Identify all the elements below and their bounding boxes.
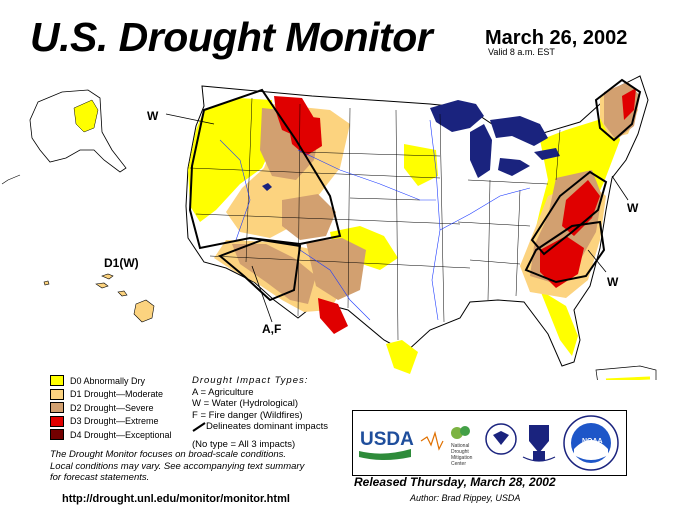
legend-label: D1 Drought—Moderate: [70, 389, 164, 400]
contiguous-us: [165, 75, 649, 374]
usda-logo: USDA: [359, 429, 414, 460]
impact-agriculture: A = Agriculture: [192, 386, 254, 398]
map-note: The Drought Monitor focuses on broad-sca…: [50, 449, 304, 484]
impact-label-se: W: [607, 275, 619, 289]
boundary-line-icon: [192, 421, 206, 432]
legend-item: D3 Drought—Extreme: [50, 415, 172, 429]
legend: D0 Abnormally Dry D1 Drought—Moderate D2 D…: [50, 374, 172, 442]
svg-text:Drought: Drought: [451, 449, 469, 455]
legend-swatch: [50, 429, 64, 441]
impact-fire: F = Fire danger (Wildfires): [192, 409, 303, 421]
legend-swatch: [50, 388, 64, 400]
svg-text:USDA: USDA: [360, 429, 414, 450]
impact-none: (No type = All 3 impacts): [192, 438, 296, 450]
sponsor-logos: USDA National Drought Mitigation Center …: [352, 410, 627, 476]
commerce-seal: [485, 423, 517, 455]
legend-label: D4 Drought—Exceptional: [70, 429, 172, 440]
monitor-url[interactable]: http://drought.unl.edu/monitor/monitor.h…: [62, 493, 290, 505]
note-line-1: The Drought Monitor focuses on broad-sca…: [50, 449, 287, 460]
author: Author: Brad Rippey, USDA: [410, 493, 521, 503]
impact-delineates-label: Delineates dominant impacts: [206, 421, 328, 432]
legend-item: D1 Drought—Moderate: [50, 388, 172, 402]
impact-label-ne: W: [627, 201, 639, 215]
drought-map: W W W A,F D1(W): [1, 75, 657, 380]
note-line-3: for forecast statements.: [50, 472, 150, 483]
legend-label: D3 Drought—Extreme: [70, 416, 159, 427]
svg-text:National: National: [451, 443, 469, 449]
impact-label-sw: A,F: [262, 322, 281, 336]
legend-item: D2 Drought—Severe: [50, 401, 172, 415]
legend-swatch: [50, 415, 64, 427]
alaska: [1, 89, 127, 185]
puerto-rico: [595, 365, 657, 380]
legend-item: D0 Abnormally Dry: [50, 374, 172, 388]
logos-svg: USDA National Drought Mitigation Center …: [359, 415, 619, 471]
ndmc-logo: National Drought Mitigation Center: [420, 426, 473, 467]
legend-swatch: [50, 402, 64, 414]
impact-water: W = Water (Hydrological): [192, 398, 299, 409]
svg-text:Center: Center: [451, 461, 466, 467]
impact-label-nw: W: [147, 109, 159, 123]
released-date: Released Thursday, March 28, 2002: [354, 475, 556, 489]
note-line-2: Local conditions may vary. See accompany…: [50, 460, 305, 472]
legend-swatch: [50, 375, 64, 387]
hawaii: [43, 273, 155, 323]
impact-delineates: Delineates dominant impacts: [192, 421, 328, 433]
hawaii-label: D1(W): [104, 256, 139, 270]
impact-heading: Drought Impact Types:: [192, 375, 309, 386]
map-date: March 26, 2002: [485, 27, 628, 49]
map-title: U.S. Drought Monitor: [30, 14, 433, 60]
legend-label: D2 Drought—Severe: [70, 402, 154, 413]
doe-seal: [522, 425, 556, 462]
svg-text:Mitigation: Mitigation: [451, 455, 473, 461]
legend-item: D4 Drought—Exceptional: [50, 428, 172, 442]
impact-types: Drought Impact Types: A = Agriculture W …: [192, 375, 328, 450]
valid-time: Valid 8 a.m. EST: [488, 47, 555, 57]
noaa-logo: NOAA: [563, 415, 619, 471]
legend-label: D0 Abnormally Dry: [70, 375, 146, 386]
svg-text:NOAA: NOAA: [582, 438, 603, 445]
